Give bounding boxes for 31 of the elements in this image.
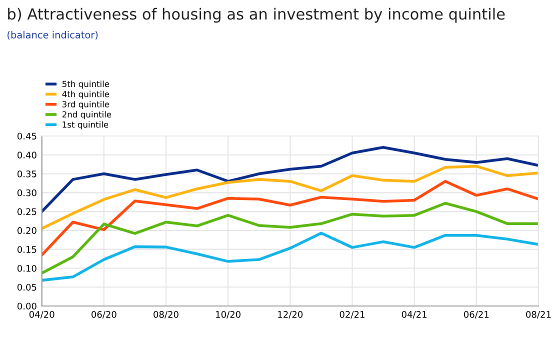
legend-label: 1st quintile (62, 121, 108, 130)
x-tick-label: 08/20 (154, 311, 178, 319)
y-tick-label: 0.25 (17, 208, 36, 216)
chart-title: b) Attractiveness of housing as an investment by income quintile (8, 8, 505, 23)
x-tick-label: 04/20 (29, 311, 54, 319)
legend-label: 4th quintile (62, 90, 110, 99)
x-tick-label: 10/20 (216, 311, 240, 319)
line-series (42, 180, 538, 256)
y-tick-label: 0.20 (17, 227, 36, 234)
legend-label: 5th quintile (62, 80, 110, 89)
y-tick-label: 0.10 (17, 264, 36, 272)
x-tick-label: 02/21 (340, 311, 364, 319)
line-series (42, 164, 538, 230)
y-tick-label: 0.15 (17, 246, 36, 253)
line-series (42, 202, 538, 275)
line-series (42, 232, 538, 282)
legend-label: 2nd quintile (62, 111, 112, 120)
legend-label: 3rd quintile (62, 100, 110, 110)
x-tick-label: 06/20 (92, 311, 116, 319)
x-tick-label: 06/21 (464, 311, 489, 319)
y-tick-label: 0.40 (17, 152, 36, 158)
x-tick-label: 12/20 (278, 311, 303, 319)
chart-subtitle: (balance indicator) (8, 30, 98, 40)
y-tick-label: 0.35 (17, 170, 36, 178)
y-tick-label: 0.30 (17, 189, 36, 196)
y-tick-label: 0.05 (17, 284, 36, 291)
y-tick-label: 0.45 (17, 132, 36, 140)
x-tick-label: 04/21 (402, 311, 426, 319)
x-tick-label: 08/21 (526, 311, 551, 319)
line-series (42, 146, 538, 213)
y-tick-label: 0.00 (17, 302, 36, 310)
